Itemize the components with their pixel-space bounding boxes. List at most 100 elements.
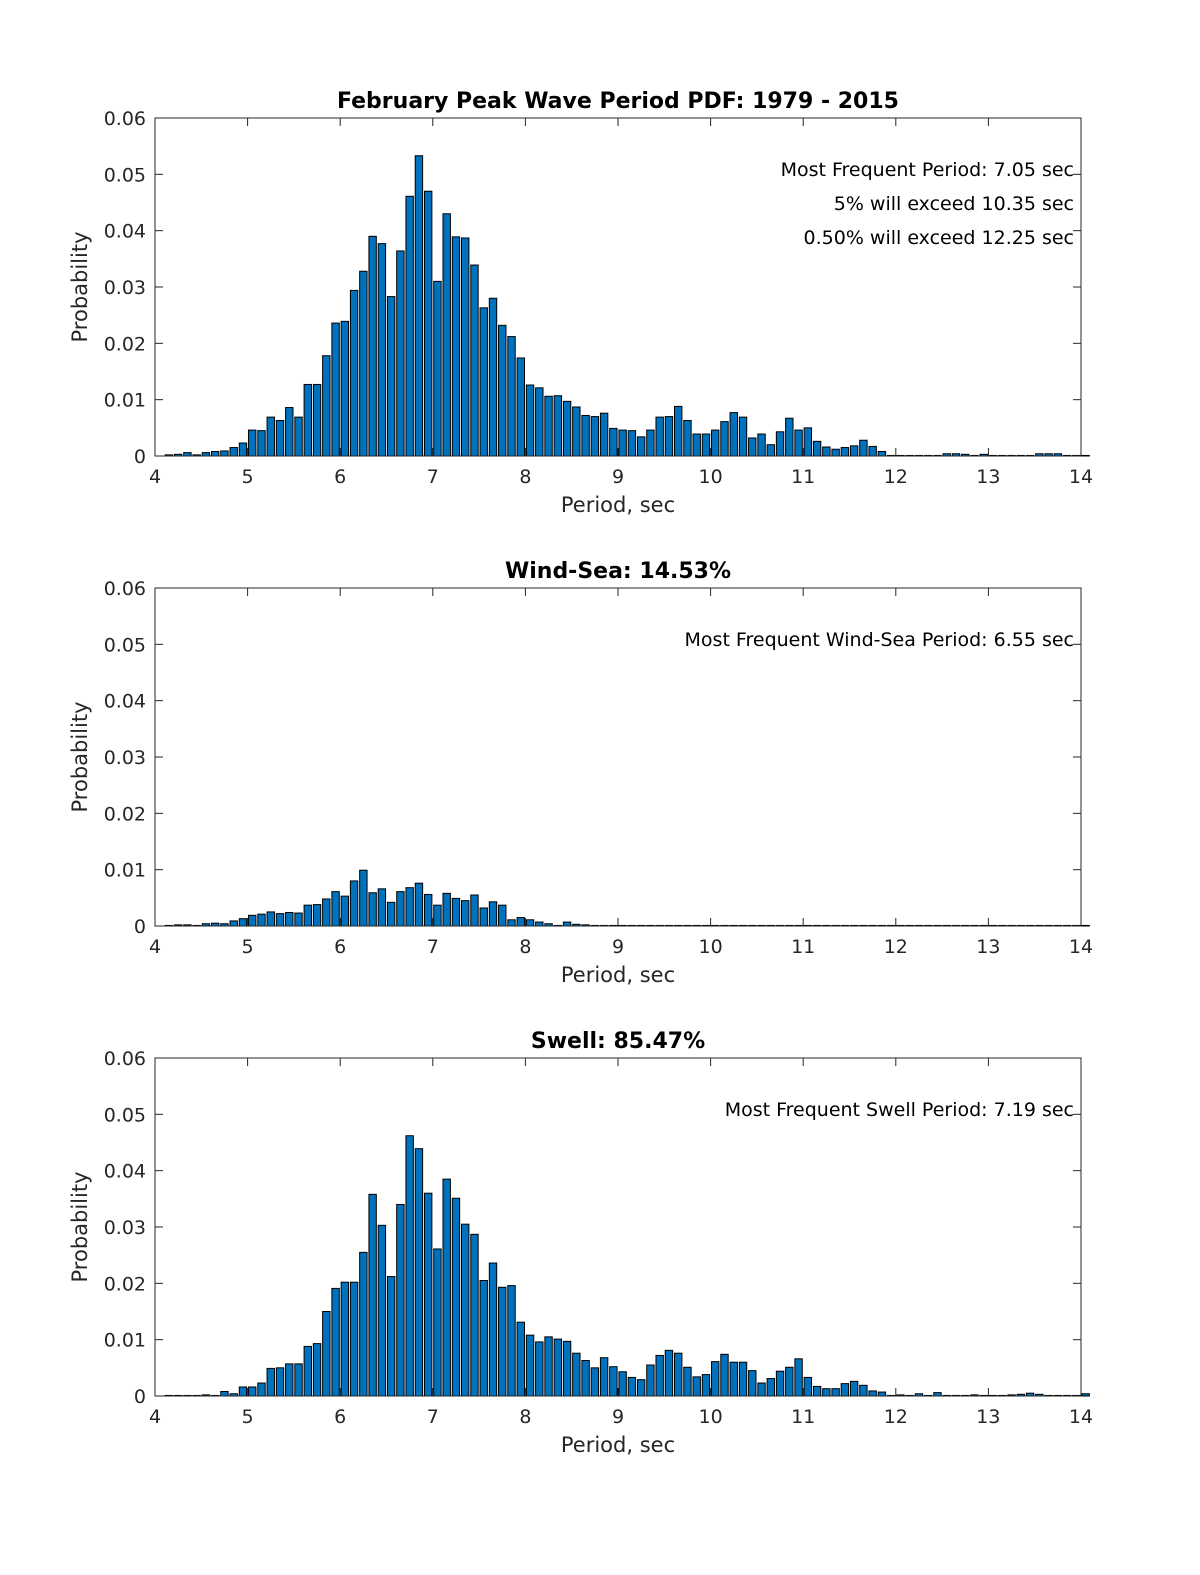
bar (627, 430, 637, 457)
bar (285, 407, 294, 457)
bar (859, 439, 868, 457)
bar (479, 1280, 488, 1397)
x-tick-label: 13 (976, 466, 1000, 488)
bar (581, 414, 590, 457)
bar (377, 1224, 387, 1397)
y-tick-label: 0.02 (104, 803, 146, 825)
bar (488, 1262, 498, 1397)
bar (303, 383, 312, 457)
bar (340, 895, 350, 927)
bar (655, 1354, 664, 1397)
bar (359, 1251, 368, 1397)
bar (748, 1370, 757, 1397)
chart-title: Swell: 85.47% (531, 1029, 705, 1054)
bar (275, 1367, 285, 1397)
bar (349, 1281, 359, 1397)
bar (655, 416, 664, 457)
bar (396, 250, 405, 457)
bar (498, 904, 507, 927)
bar (562, 400, 572, 457)
x-tick-label: 9 (612, 1406, 624, 1428)
chart-title: February Peak Wave Period PDF: 1979 - 20… (337, 89, 899, 114)
bar (349, 880, 359, 927)
bar (822, 446, 831, 457)
bar (433, 280, 442, 457)
x-tick-label: 12 (884, 1406, 908, 1428)
bar (396, 1203, 405, 1397)
bar (220, 1390, 229, 1397)
bar (748, 437, 757, 457)
bar (516, 357, 525, 457)
bar (1081, 1393, 1090, 1397)
bar (516, 917, 525, 927)
bar (812, 440, 822, 457)
bar (405, 887, 414, 927)
bar (599, 1357, 609, 1397)
annotation-most-frequent-swell-period: Most Frequent Swell Period: 7.19 sec (725, 1099, 1074, 1121)
bar (266, 1367, 275, 1397)
bar (488, 901, 498, 927)
bar (794, 1358, 803, 1397)
bar (664, 416, 674, 457)
bar (738, 416, 748, 457)
x-axis-label: Period, sec (561, 1433, 675, 1457)
bar (812, 1385, 822, 1397)
y-tick-label: 0.05 (104, 1104, 146, 1126)
bar (868, 445, 877, 457)
x-tick-label: 14 (1069, 466, 1093, 488)
bar (294, 416, 303, 457)
bar (405, 195, 414, 457)
bar (738, 1361, 748, 1397)
bar (285, 911, 294, 927)
bar (312, 383, 322, 457)
y-tick-label: 0.03 (104, 277, 146, 299)
bar (423, 1192, 433, 1397)
y-tick-label: 0.03 (104, 1217, 146, 1239)
chart-title: Wind-Sea: 14.53% (505, 559, 731, 584)
panel-wind-sea: Wind-Sea: 14.53% 4 5 6 7 8 9 10 11 12 13 14 0 0.01 0.… (68, 559, 1093, 987)
bar (775, 431, 785, 457)
bar (516, 1321, 525, 1397)
bar (303, 1345, 312, 1397)
bar (442, 892, 451, 927)
x-tick-label: 4 (149, 936, 161, 958)
bar (368, 1193, 377, 1397)
bar (507, 1285, 516, 1397)
bar (451, 236, 461, 457)
bar (433, 1248, 442, 1397)
bar (303, 904, 312, 927)
x-tick-label: 10 (699, 936, 723, 958)
bar (1081, 454, 1090, 457)
y-axis-label: Probability (68, 1171, 92, 1282)
x-axis-label: Period, sec (561, 493, 675, 517)
bar (535, 921, 544, 927)
bar (312, 1343, 322, 1397)
bar (692, 1376, 701, 1397)
bar (257, 1382, 266, 1397)
bar (553, 395, 563, 457)
bar (590, 1367, 600, 1397)
x-tick-label: 9 (612, 936, 624, 958)
bar (877, 450, 887, 457)
bar (775, 1370, 785, 1397)
bar (831, 1388, 840, 1397)
x-tick-label: 13 (976, 1406, 1000, 1428)
bar (405, 1135, 414, 1397)
bar (720, 421, 729, 457)
bar (229, 920, 238, 927)
x-tick-label: 5 (242, 936, 254, 958)
x-tick-label: 8 (519, 936, 531, 958)
bar (572, 1352, 581, 1397)
x-tick-label: 5 (242, 466, 254, 488)
bar (664, 1349, 674, 1397)
x-tick-label: 14 (1069, 1406, 1093, 1428)
bar (544, 395, 553, 457)
bar (248, 914, 257, 927)
bar (1081, 924, 1090, 927)
bar (461, 900, 470, 927)
x-tick-label: 8 (519, 466, 531, 488)
bar (331, 322, 340, 457)
bar (618, 1371, 627, 1397)
bar (535, 387, 544, 457)
bar (201, 452, 211, 457)
